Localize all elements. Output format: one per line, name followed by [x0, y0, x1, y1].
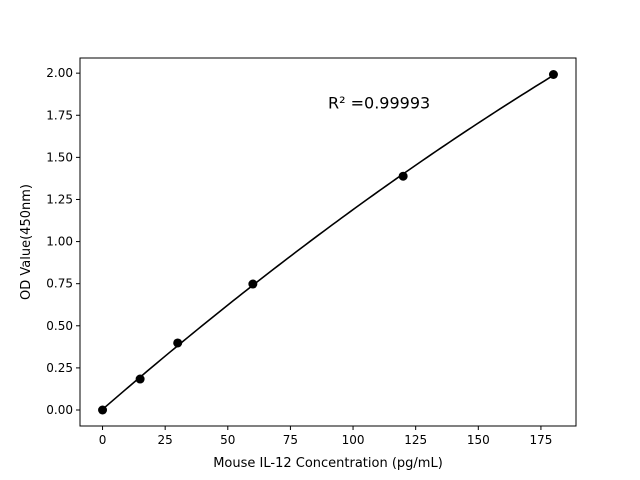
- x-axis: 0 25 50 75 100 125 150 175: [99, 426, 552, 447]
- plot-area: [98, 70, 558, 415]
- y-tick-label: 0.00: [46, 403, 73, 417]
- data-point: [548, 70, 558, 80]
- x-tick-label: 100: [342, 433, 365, 447]
- data-point: [98, 405, 108, 415]
- data-point: [248, 279, 258, 289]
- y-tick-label: 1.25: [46, 192, 73, 206]
- data-point: [135, 374, 145, 384]
- x-tick-label: 150: [467, 433, 490, 447]
- y-tick-label: 1.00: [46, 235, 73, 249]
- y-tick-label: 0.50: [46, 319, 73, 333]
- x-tick-label: 125: [404, 433, 427, 447]
- data-point: [173, 338, 183, 348]
- y-axis-label: OD Value(450nm): [19, 184, 34, 300]
- x-tick-label: 50: [220, 433, 235, 447]
- y-tick-label: 0.75: [46, 277, 73, 291]
- x-axis-label: Mouse IL-12 Concentration (pg/mL): [213, 456, 443, 471]
- y-tick-label: 2.00: [46, 66, 73, 80]
- x-tick-label: 175: [529, 433, 552, 447]
- x-tick-label: 75: [283, 433, 298, 447]
- y-axis: 0.00 0.25 0.50 0.75 1.00 1.25 1.50 1.75 2.00: [46, 66, 80, 417]
- y-tick-label: 1.50: [46, 150, 73, 164]
- x-tick-label: 25: [158, 433, 173, 447]
- data-point: [398, 171, 408, 181]
- x-tick-label: 0: [99, 433, 107, 447]
- y-tick-label: 0.25: [46, 361, 73, 375]
- y-tick-label: 1.75: [46, 108, 73, 122]
- r-squared-annotation: R² =0.99993: [328, 94, 430, 113]
